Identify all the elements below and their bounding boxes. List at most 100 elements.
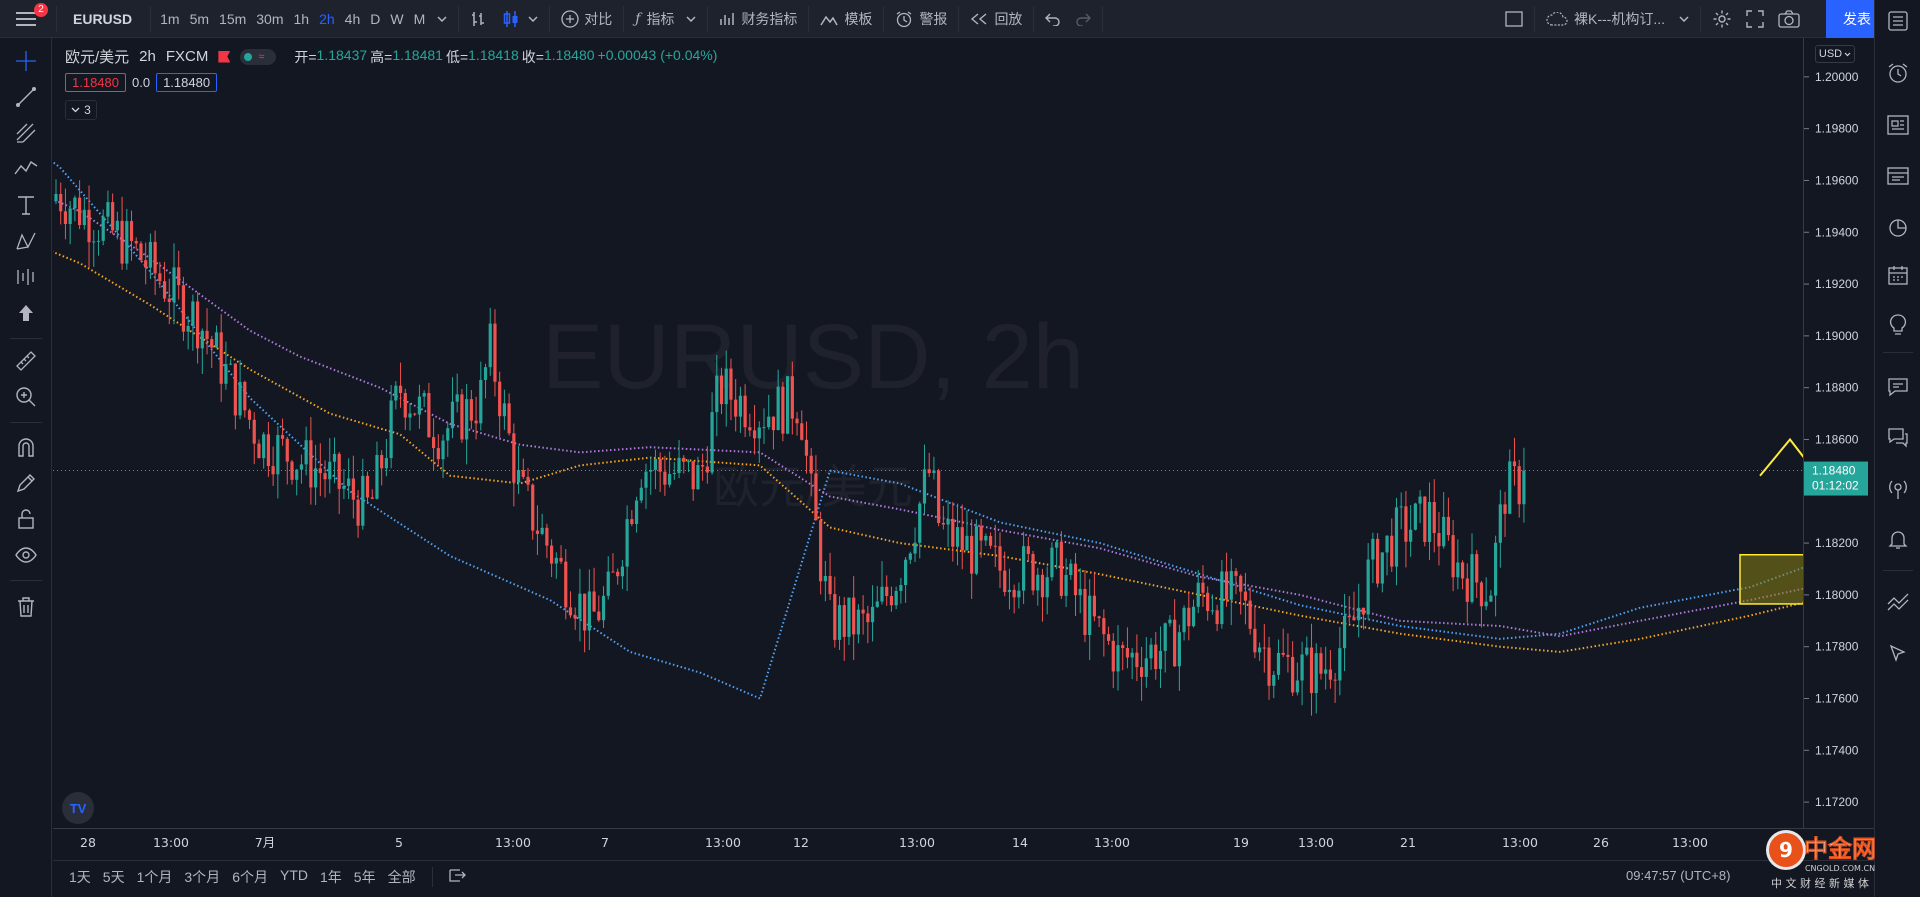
candle[interactable]: [1078, 568, 1082, 614]
candle[interactable]: [96, 230, 101, 256]
candle[interactable]: [1258, 642, 1262, 661]
crosshair-tool[interactable]: [13, 48, 39, 74]
candle[interactable]: [474, 396, 478, 440]
candle[interactable]: [852, 576, 856, 660]
candle[interactable]: [125, 208, 129, 270]
candle[interactable]: [1352, 591, 1356, 621]
candle[interactable]: [1031, 550, 1035, 596]
candle[interactable]: [786, 375, 790, 435]
candle[interactable]: [649, 456, 653, 495]
candle[interactable]: [767, 394, 771, 430]
candle[interactable]: [819, 511, 823, 595]
candle[interactable]: [144, 242, 148, 285]
candle[interactable]: [309, 416, 313, 505]
candle[interactable]: [1253, 606, 1257, 659]
candle[interactable]: [120, 196, 124, 270]
interval-15m[interactable]: 15m: [219, 10, 247, 27]
candle[interactable]: [432, 418, 436, 471]
candle[interactable]: [1177, 624, 1181, 691]
candle-style-button[interactable]: [495, 0, 545, 38]
candle[interactable]: [823, 560, 827, 602]
candle[interactable]: [691, 461, 695, 501]
interval-dropdown[interactable]: [430, 0, 454, 38]
candle[interactable]: [247, 408, 252, 429]
candle[interactable]: [993, 524, 997, 568]
candle[interactable]: [153, 230, 157, 296]
candle[interactable]: [705, 446, 709, 484]
candle[interactable]: [1135, 634, 1139, 681]
candle[interactable]: [946, 500, 950, 548]
watchlist-button[interactable]: [1885, 8, 1911, 34]
candle[interactable]: [162, 261, 167, 302]
candle[interactable]: [1338, 626, 1342, 696]
candle[interactable]: [469, 389, 473, 429]
candle[interactable]: [526, 467, 530, 492]
compare-button[interactable]: 对比: [554, 0, 619, 38]
candle[interactable]: [587, 569, 591, 650]
interval-4h[interactable]: 4h: [344, 10, 361, 27]
candle[interactable]: [1097, 615, 1101, 628]
candle[interactable]: [219, 314, 223, 402]
candle[interactable]: [436, 434, 440, 467]
candle[interactable]: [639, 479, 643, 504]
candle[interactable]: [748, 413, 752, 437]
candle[interactable]: [932, 456, 936, 480]
candle[interactable]: [974, 519, 978, 576]
settings-button[interactable]: [1705, 0, 1739, 38]
candle[interactable]: [904, 557, 908, 603]
candle[interactable]: [535, 505, 540, 555]
candle[interactable]: [1451, 520, 1455, 592]
price-axis[interactable]: 1.20000 1.19800 1.19600 1.19400 1.19200 1.190…: [1803, 38, 1874, 828]
ideas-button[interactable]: [1885, 312, 1911, 338]
candle[interactable]: [1036, 567, 1040, 606]
candle[interactable]: [970, 519, 974, 599]
layout-name-button[interactable]: 裸K---机构订...: [1539, 0, 1696, 38]
candle[interactable]: [332, 437, 337, 484]
candle[interactable]: [583, 593, 587, 653]
candle[interactable]: [1522, 447, 1526, 523]
streams-button[interactable]: [1885, 476, 1911, 502]
candle[interactable]: [205, 308, 209, 355]
candle[interactable]: [804, 421, 809, 474]
replay-button[interactable]: 回放: [963, 0, 1029, 38]
candle[interactable]: [908, 551, 912, 564]
candle[interactable]: [715, 354, 719, 437]
candle[interactable]: [361, 458, 365, 530]
candle[interactable]: [1305, 636, 1309, 657]
candle[interactable]: [710, 392, 714, 475]
lock-drawings-tool[interactable]: [13, 506, 39, 532]
candle[interactable]: [304, 426, 308, 476]
candle[interactable]: [1361, 607, 1366, 630]
candle[interactable]: [498, 371, 502, 438]
candle[interactable]: [1324, 646, 1328, 690]
candle[interactable]: [1017, 582, 1021, 609]
candle[interactable]: [1517, 459, 1521, 518]
price-chart[interactable]: EURUSD, 2h 欧元/美元: [53, 38, 1803, 828]
candle[interactable]: [1130, 647, 1134, 680]
candle[interactable]: [1125, 627, 1130, 669]
candle[interactable]: [389, 384, 393, 469]
candle[interactable]: [299, 454, 304, 484]
range-3[interactable]: 3个月: [184, 868, 221, 885]
ema-line-blue[interactable]: [53, 121, 1803, 700]
interval-30m[interactable]: 30m: [256, 10, 284, 27]
range-7[interactable]: 5年: [353, 868, 376, 885]
candle[interactable]: [1465, 563, 1469, 623]
candle[interactable]: [899, 577, 903, 604]
candle[interactable]: [460, 388, 464, 443]
candle[interactable]: [833, 576, 837, 648]
candle[interactable]: [922, 444, 927, 515]
projection-path[interactable]: [1759, 331, 1803, 556]
candle[interactable]: [262, 432, 266, 469]
candle[interactable]: [181, 276, 186, 341]
candle[interactable]: [998, 532, 1002, 589]
candle[interactable]: [1286, 633, 1290, 673]
hotlist-button[interactable]: [1885, 214, 1911, 240]
candle[interactable]: [1248, 587, 1252, 635]
candle[interactable]: [550, 539, 554, 578]
candle[interactable]: [1050, 542, 1054, 581]
candle[interactable]: [398, 362, 403, 408]
dom-button[interactable]: [1885, 640, 1911, 666]
candle[interactable]: [229, 359, 233, 366]
candle[interactable]: [918, 501, 922, 559]
